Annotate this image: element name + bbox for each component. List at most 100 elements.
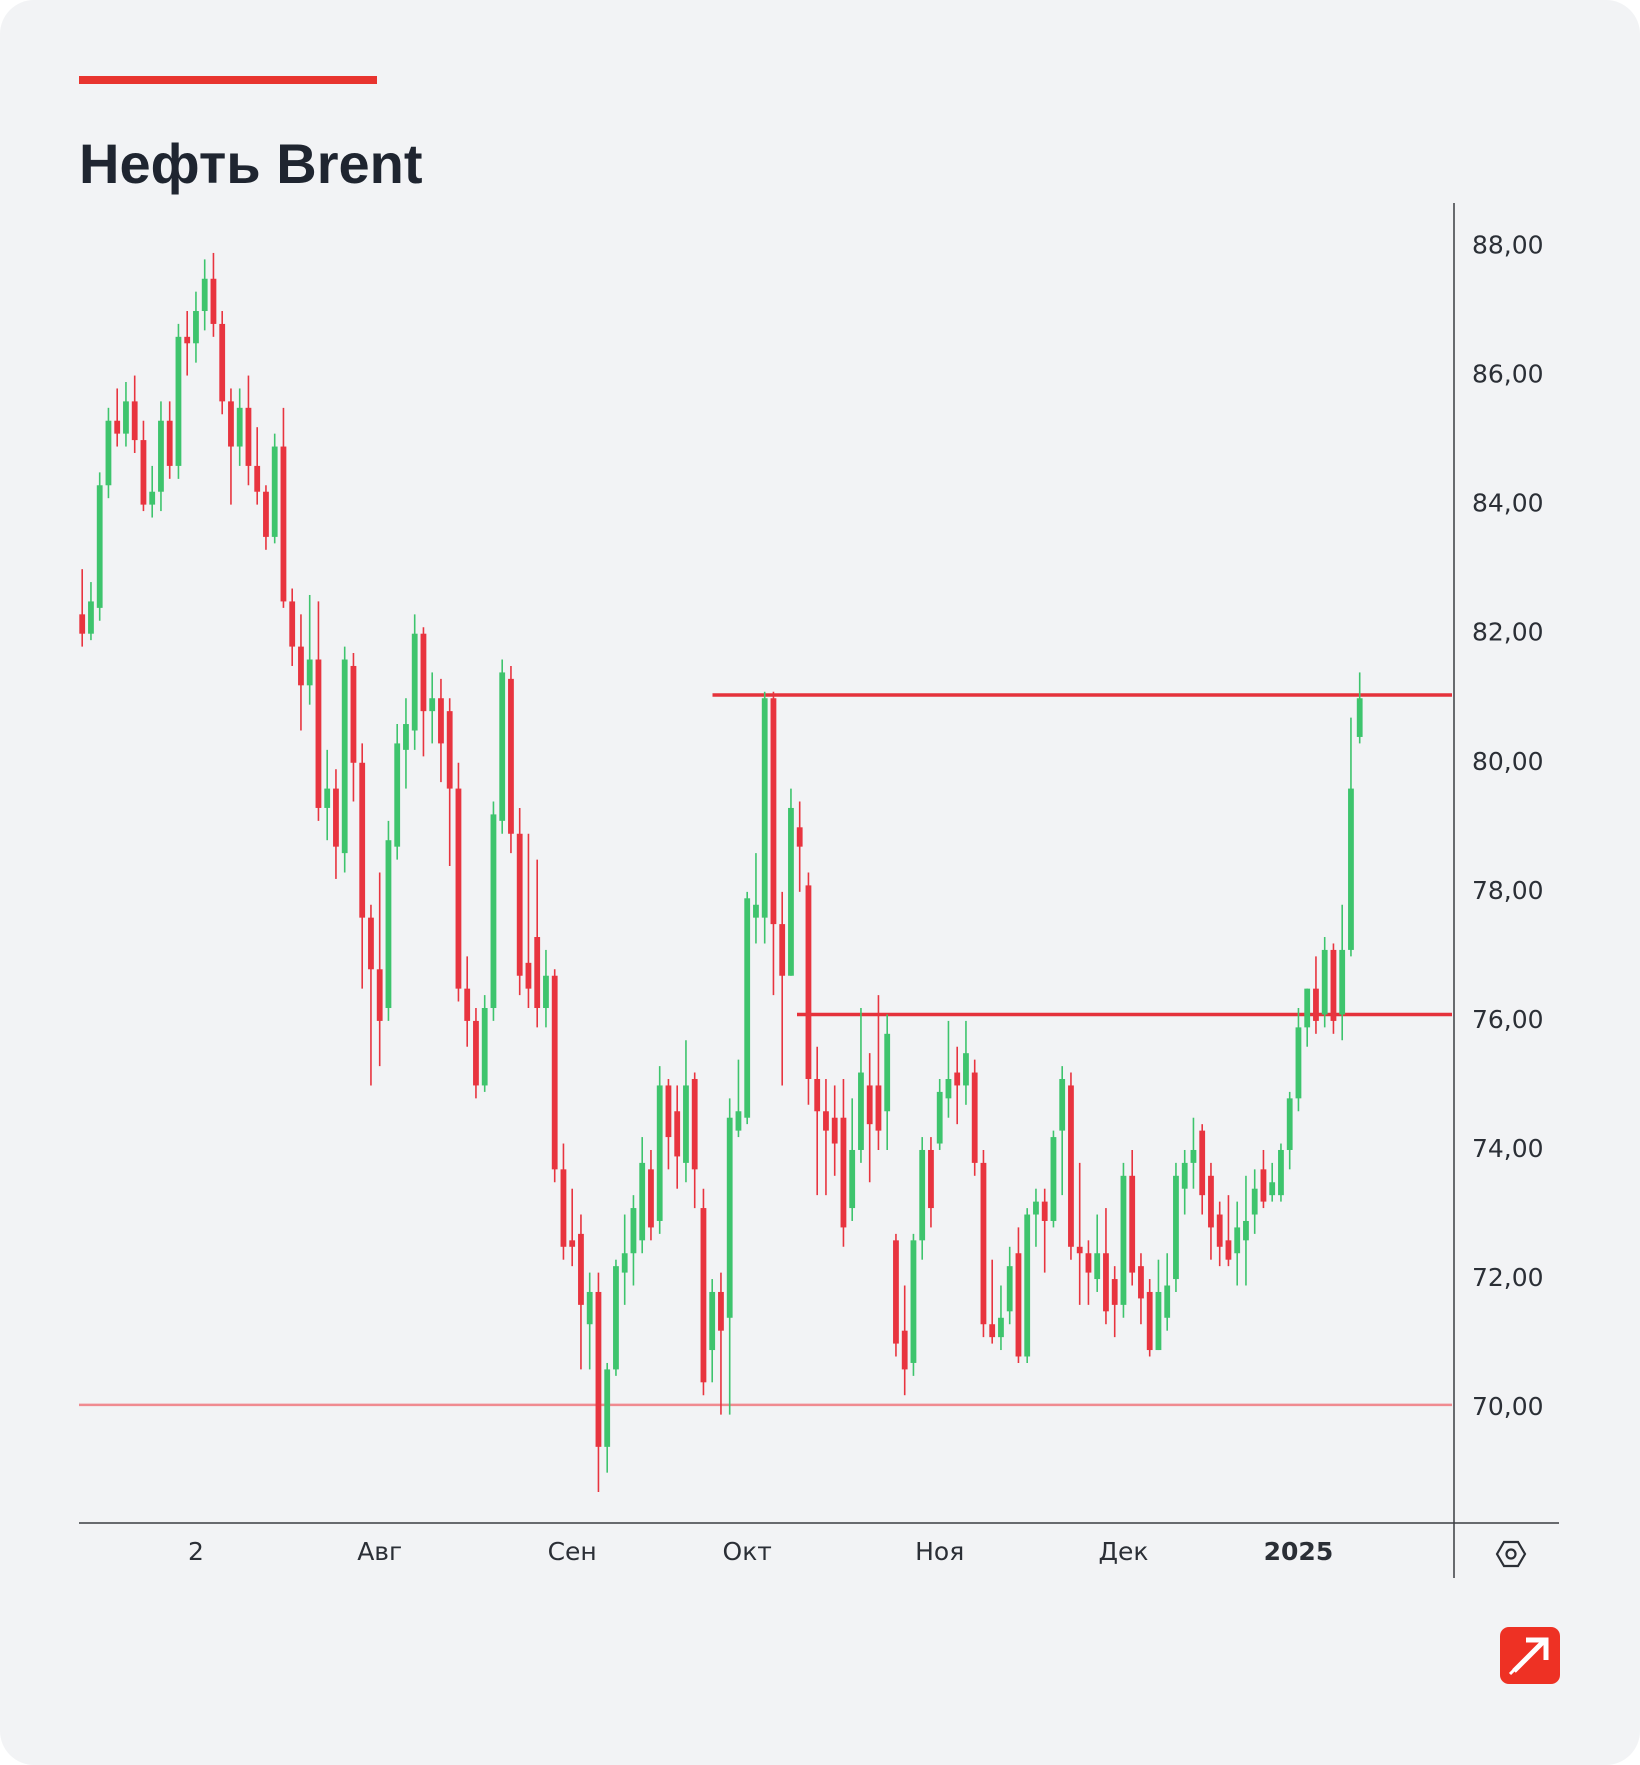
candle-body [761,698,768,918]
candle-body [105,420,112,486]
x-tick-label: Сен [548,1537,597,1566]
candle-body [131,401,138,441]
candle-body [464,988,471,1021]
settings-icon[interactable] [1495,1540,1527,1568]
candle-body [1103,1253,1109,1312]
candle-body [1085,1253,1092,1273]
candle-body [350,665,357,763]
candle-body [359,762,366,918]
candle-body [551,975,558,1170]
candle-body [333,788,339,847]
candle-body [1120,1175,1127,1305]
candle-body [236,407,243,447]
candle-body [1006,1266,1013,1312]
candle-body [473,1020,479,1086]
y-tick-label: 86,00 [1472,360,1544,389]
candle-body [1164,1285,1171,1318]
candle-body [140,440,147,505]
candle-body [753,904,759,918]
candle-body [193,311,199,344]
candle-body [770,698,777,925]
candle-body [683,1085,689,1163]
candle-body [1251,1188,1258,1215]
candle-body [691,1078,698,1170]
candle-body [254,465,261,492]
candle-body [525,962,532,989]
candles [79,252,1363,1493]
candle-body [1138,1266,1144,1299]
candle-body [420,633,427,712]
candle-body [1330,949,1337,1021]
candle-body [875,1085,882,1131]
candle-body [499,672,506,821]
candle-body [1033,1201,1039,1215]
candle-body [595,1291,602,1447]
y-tick-label: 84,00 [1472,489,1544,518]
candle-body [639,1162,646,1241]
chart-title: Нефть Brent [79,132,423,195]
candle-body [245,407,252,466]
candle-body [166,420,173,466]
candle-body [560,1169,567,1247]
candle-body [201,278,208,312]
candle-body [1076,1246,1083,1254]
logo [1500,1627,1560,1684]
y-tick-label: 76,00 [1472,1005,1544,1034]
candle-body [1269,1182,1276,1196]
candle-body [954,1072,961,1086]
candle-body [1339,949,1346,1015]
settings-hexagon [1495,1540,1527,1568]
candle-body [306,659,313,686]
candle-body [508,678,514,834]
candle-body [1313,988,1319,1021]
candle-body [648,1169,654,1228]
candle-body [840,1117,847,1228]
candle-body [455,788,462,989]
candle-body [1059,1078,1066,1131]
candle-body [184,336,191,344]
candle-body [1278,1149,1284,1196]
candle-body [788,807,794,976]
y-tick-label: 70,00 [1472,1392,1544,1421]
candle-body [1295,1027,1302,1099]
x-tick-label: 2025 [1264,1537,1334,1566]
candle-body [438,698,444,744]
candle-body [341,659,348,854]
candle-body [621,1253,628,1273]
candle-body [88,601,94,634]
candle-body [534,937,541,1009]
logo-arrow [1512,1637,1549,1673]
candle-body [630,1208,637,1254]
candle-body [1190,1149,1197,1163]
candle-body [928,1149,934,1209]
candle-body [1050,1137,1057,1221]
candle-body [368,917,374,970]
candle-body [1173,1175,1179,1280]
candle-body [831,1117,838,1144]
candle-body [1208,1175,1214,1228]
candle-body [315,659,322,808]
candle-body [79,614,86,634]
candle-body [744,898,751,1118]
candle-body [945,1078,952,1099]
candle-body [569,1240,576,1247]
candle-body [516,833,523,976]
candle-body [1260,1169,1267,1202]
candle-body [613,1266,619,1370]
y-tick-label: 78,00 [1472,876,1544,905]
candle-body [324,788,331,808]
candle-body [735,1111,742,1131]
candle-body [376,969,383,1021]
candle-body [1181,1162,1188,1189]
candle-body [1129,1175,1136,1273]
candle-body [96,485,103,608]
candle-body [1216,1214,1223,1247]
candle-body [805,885,812,1079]
candle-body [289,601,296,647]
candle-body [1041,1201,1048,1221]
candle-body [779,924,786,976]
candle-body [700,1208,707,1383]
candle-body [114,420,121,434]
candle-body [1225,1240,1232,1260]
